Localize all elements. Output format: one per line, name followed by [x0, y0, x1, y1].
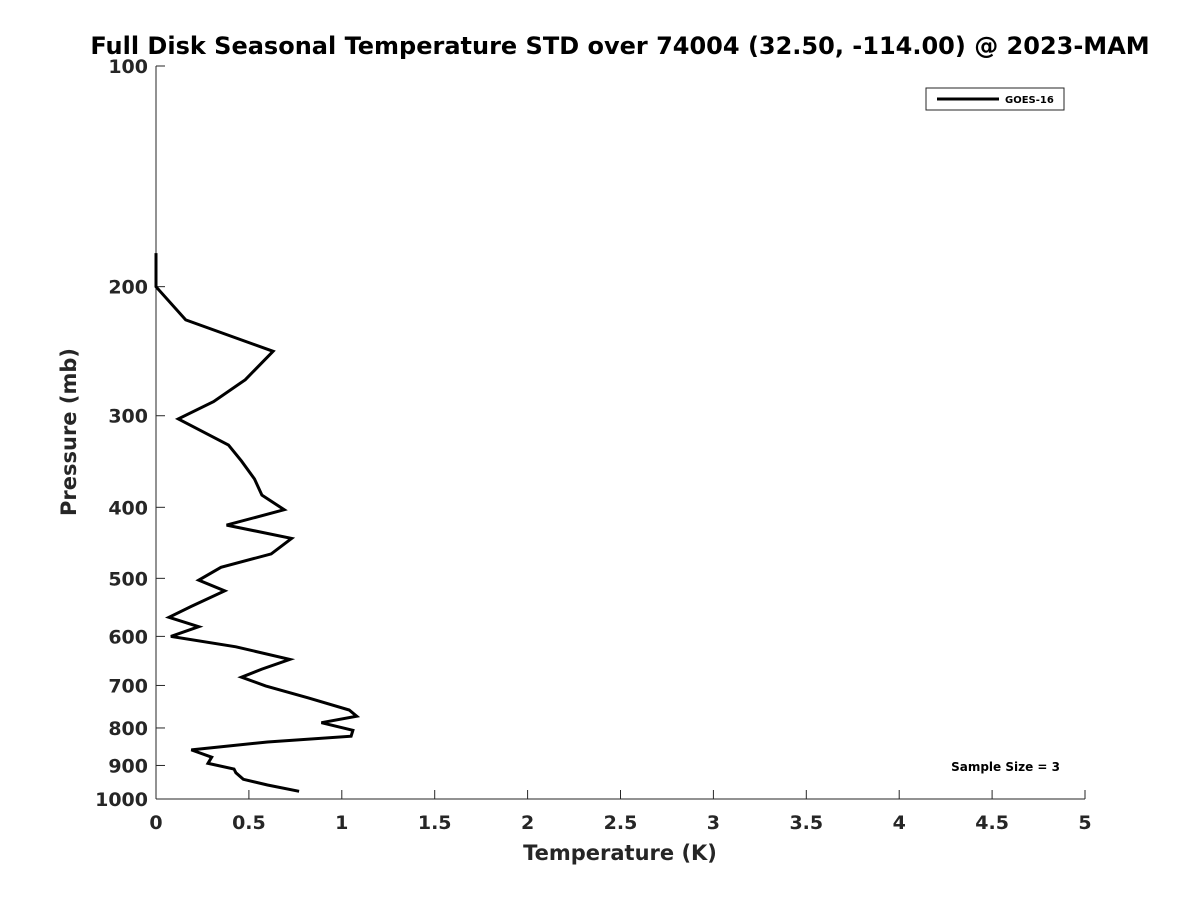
y-tick-label: 500 — [108, 568, 148, 590]
legend: GOES-16 — [925, 87, 1065, 111]
x-tick-label: 1.5 — [418, 812, 452, 834]
y-tick-label: 800 — [108, 718, 148, 740]
y-ticks: 100 200 300 400 500 600 700 800 900 1000 — [95, 56, 165, 811]
x-tick-label: 4.5 — [975, 812, 1009, 834]
y-tick-label: 300 — [108, 406, 148, 428]
chart-title: Full Disk Seasonal Temperature STD over … — [90, 32, 1149, 60]
legend-label-goes-16: GOES-16 — [1005, 95, 1054, 106]
y-tick-label: 1000 — [95, 789, 148, 811]
x-axis-label: Temperature (K) — [523, 841, 717, 865]
x-tick-label: 2.5 — [604, 812, 638, 834]
x-tick-label: 0.5 — [232, 812, 266, 834]
y-tick-label: 200 — [108, 277, 148, 299]
y-tick-label: 400 — [108, 497, 148, 519]
x-tick-label: 3 — [707, 812, 720, 834]
x-ticks: 0 0.5 1 1.5 2 2.5 3 3.5 4 4.5 5 — [149, 790, 1092, 834]
sample-size-annotation: Sample Size = 3 — [951, 760, 1060, 774]
axes — [155, 66, 1085, 800]
x-tick-label: 5 — [1078, 812, 1091, 834]
series-layer — [154, 253, 361, 793]
x-tick-label: 2 — [521, 812, 534, 834]
y-tick-label: 700 — [108, 675, 148, 697]
y-axis-label: Pressure (mb) — [57, 348, 81, 516]
y-tick-label: 600 — [108, 626, 148, 648]
x-tick-label: 3.5 — [789, 812, 823, 834]
y-tick-label: 900 — [108, 755, 148, 777]
y-tick-label: 100 — [108, 56, 148, 78]
x-tick-label: 4 — [893, 812, 906, 834]
x-tick-label: 1 — [335, 812, 348, 834]
series-line-goes-16 — [154, 253, 361, 793]
x-tick-label: 0 — [149, 812, 162, 834]
